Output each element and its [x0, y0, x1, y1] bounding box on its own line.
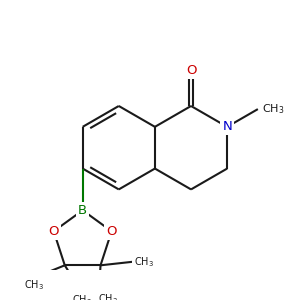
Text: CH$_3$: CH$_3$: [73, 294, 92, 300]
Text: CH$_3$: CH$_3$: [98, 292, 118, 300]
Text: N: N: [222, 120, 232, 133]
Text: O: O: [186, 64, 196, 77]
Text: CH$_3$: CH$_3$: [24, 278, 44, 292]
Text: O: O: [106, 225, 117, 238]
Text: CH$_3$: CH$_3$: [134, 255, 154, 268]
Text: CH$_3$: CH$_3$: [262, 102, 284, 116]
Text: B: B: [78, 204, 87, 217]
Text: O: O: [49, 225, 59, 238]
